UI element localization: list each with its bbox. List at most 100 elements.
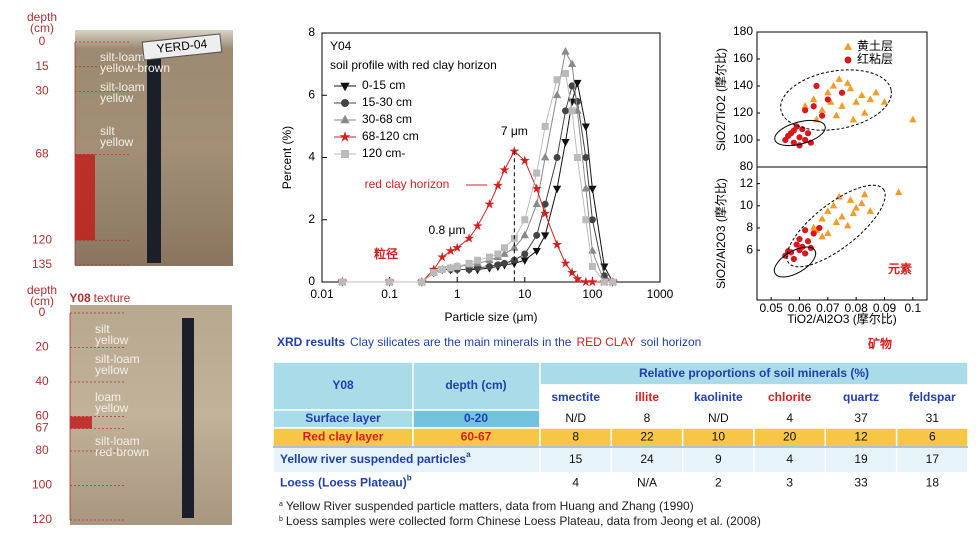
- x-tick-label: 0.05: [759, 301, 783, 315]
- y-tick-label: 120: [733, 105, 753, 119]
- depth-tick-label: 30: [35, 84, 49, 98]
- layer-label: silt yellow: [95, 322, 129, 347]
- marker: [553, 154, 561, 161]
- mineral-header: feldspar: [909, 390, 956, 404]
- marker: [465, 259, 473, 267]
- mineral-header: smectite: [551, 390, 600, 404]
- legend-label: 120 cm-: [362, 146, 405, 160]
- marker: [453, 262, 461, 270]
- y-tick-label: 160: [733, 51, 753, 65]
- table-value: N/D: [708, 411, 729, 425]
- marker: [485, 262, 493, 270]
- marker: [438, 266, 446, 274]
- table-value: 6: [929, 430, 936, 444]
- row-note: a: [466, 450, 471, 459]
- layer-label-line: yellow: [100, 135, 134, 149]
- depth-tick-label: 20: [35, 340, 49, 354]
- y-tick-label: 80: [740, 159, 754, 173]
- marker: [824, 229, 832, 237]
- group-ellipse: [786, 184, 886, 268]
- marker: [809, 95, 818, 103]
- marker: [561, 139, 570, 147]
- layer-label-line: silt-loam: [100, 50, 145, 64]
- marker: [445, 245, 456, 256]
- marker: [552, 239, 563, 249]
- marker: [796, 235, 803, 243]
- mineral-header: quartz: [843, 390, 879, 404]
- table-value: 22: [640, 430, 654, 444]
- marker: [810, 230, 817, 237]
- table-value: 9: [715, 452, 722, 466]
- marker: [796, 134, 803, 141]
- marker: [581, 183, 590, 192]
- marker: [790, 139, 797, 146]
- marker: [818, 232, 826, 240]
- row-name: Red clay layer: [303, 430, 384, 444]
- mineral-header: kaolinite: [694, 390, 743, 404]
- annotation: 0.8 μm: [429, 223, 466, 237]
- marker: [813, 82, 820, 90]
- marker: [829, 81, 838, 89]
- table-value: 4: [786, 452, 793, 466]
- depth-tick-label: 120: [32, 512, 52, 526]
- group-ellipse: [780, 69, 892, 131]
- marker: [846, 196, 855, 203]
- legend-marker: [341, 150, 349, 158]
- depth-unit: (cm): [30, 21, 54, 35]
- marker: [818, 214, 826, 222]
- marker: [494, 250, 502, 258]
- marker: [849, 209, 858, 217]
- marker: [430, 269, 438, 277]
- ruler: [182, 318, 194, 518]
- marker: [838, 102, 846, 109]
- legend-marker: [844, 56, 852, 64]
- annotation: red clay horizon: [365, 177, 450, 191]
- marker: [588, 216, 596, 224]
- x-tick-label: 0.07: [816, 301, 840, 315]
- marker: [802, 227, 809, 234]
- marker: [532, 247, 541, 256]
- ruler: [147, 58, 161, 263]
- plot-frame: [756, 166, 928, 301]
- marker: [849, 115, 858, 123]
- heading-bold: XRD results: [277, 335, 345, 349]
- legend-label: 红粘层: [857, 51, 893, 66]
- x-tick-label: 100: [582, 287, 602, 301]
- table-header: depth (cm): [445, 378, 506, 392]
- annotation: 元素: [888, 261, 912, 276]
- depth-tick-label: 60: [35, 409, 49, 423]
- marker: [810, 103, 817, 110]
- layer-label-line: silt-loam: [100, 80, 145, 94]
- marker: [573, 106, 582, 114]
- marker: [846, 84, 855, 92]
- depth-tick-label: 0: [39, 34, 46, 48]
- marker: [500, 249, 509, 257]
- row-name-text: Loess (Loess Plateau): [280, 476, 407, 490]
- y-tick-label: 0: [308, 274, 315, 288]
- footnote-mark: a: [279, 501, 283, 508]
- marker: [521, 250, 529, 258]
- table-header: Y08: [332, 378, 354, 392]
- table-value: 10: [712, 430, 726, 444]
- mineral-header: illite: [635, 390, 659, 404]
- row-depth: 60-67: [461, 430, 492, 444]
- depth-tick-label: 0: [39, 305, 46, 319]
- x-tick-label: 0.1: [904, 301, 921, 315]
- marker: [552, 185, 562, 194]
- marker: [600, 278, 608, 286]
- layer-label-line: red-brown: [95, 445, 149, 459]
- marker: [561, 69, 569, 77]
- marker: [816, 224, 823, 232]
- layer-label-line: silt: [95, 322, 110, 336]
- layer-label-line: yellow: [95, 401, 129, 415]
- table-cell: [895, 472, 969, 495]
- table-value: 33: [854, 476, 868, 490]
- marker: [540, 208, 551, 218]
- marker: [553, 76, 561, 84]
- annotation: 7 μm: [501, 124, 528, 138]
- y-tick-label: 180: [733, 24, 753, 38]
- chart-subtitle: soil profile with red clay horizon: [330, 58, 497, 72]
- layer-label-line: yellow: [95, 333, 129, 347]
- table-value: 18: [926, 476, 940, 490]
- y-tick-label: 10: [740, 198, 754, 212]
